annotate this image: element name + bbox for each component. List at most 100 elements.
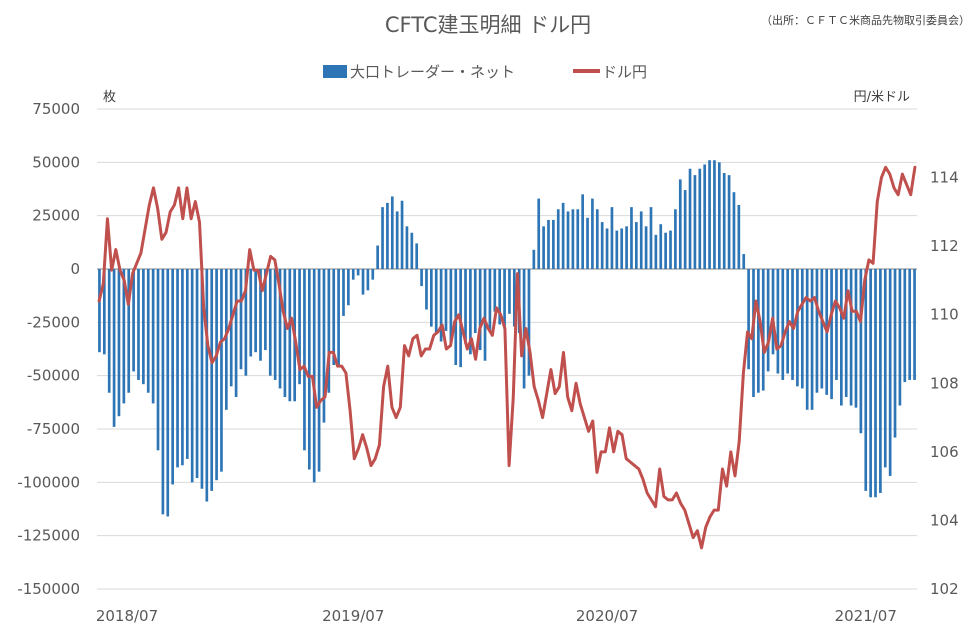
legend-bar-swatch: [323, 65, 347, 78]
bar: [908, 269, 912, 380]
bar: [273, 269, 277, 380]
bar: [259, 269, 262, 361]
x-tick-label: 2020/07: [576, 607, 638, 625]
bar: [307, 269, 311, 470]
x-tick-label: 2018/07: [96, 607, 158, 625]
bar: [488, 269, 492, 331]
bar: [888, 269, 892, 476]
bar: [464, 269, 467, 344]
left-tick-label: -125000: [17, 527, 80, 545]
chart-title: CFTC建玉明細 ドル円: [385, 13, 591, 37]
legend-line-label: ドル円: [602, 63, 647, 81]
bar: [605, 228, 609, 269]
bar: [566, 211, 570, 269]
bar: [630, 207, 633, 269]
left-tick-label: -25000: [27, 313, 80, 331]
bar: [181, 269, 184, 466]
bar: [215, 269, 218, 481]
bar: [800, 269, 804, 389]
bar: [898, 269, 902, 406]
bar: [229, 269, 233, 387]
bar: [254, 269, 257, 353]
bar: [478, 269, 482, 351]
left-axis-unit: 枚: [103, 90, 116, 105]
bar: [610, 207, 614, 269]
bar: [840, 269, 843, 406]
bar: [576, 209, 580, 269]
bar: [249, 269, 253, 357]
left-tick-label: 0: [70, 260, 80, 278]
bar: [586, 217, 589, 269]
bar: [425, 269, 428, 310]
bar: [761, 269, 765, 391]
bar: [527, 269, 531, 376]
bar: [722, 173, 726, 269]
bar: [547, 219, 550, 269]
bar: [786, 269, 789, 374]
bar: [283, 269, 287, 397]
bar: [556, 209, 560, 269]
right-axis-ticks: 114 112 110 108 106 104 102: [930, 169, 959, 598]
bar: [532, 249, 536, 269]
bar: [366, 269, 370, 291]
bar: [395, 211, 399, 269]
bar: [195, 269, 199, 479]
bar: [522, 269, 526, 389]
left-tick-label: -75000: [27, 420, 80, 438]
bar: [190, 269, 194, 483]
bar: [381, 207, 384, 269]
bar: [600, 222, 604, 269]
left-tick-label: -150000: [17, 580, 80, 598]
bar: [776, 269, 780, 374]
bar: [879, 269, 882, 493]
left-tick-label: -100000: [17, 473, 80, 491]
bar: [312, 269, 316, 483]
bar: [469, 269, 472, 355]
bar: [210, 269, 214, 491]
bar: [400, 200, 404, 269]
bar: [220, 269, 223, 472]
bar: [122, 269, 126, 404]
bar: [625, 226, 628, 269]
bar: [410, 232, 414, 269]
bar: [688, 168, 692, 269]
bar: [405, 226, 409, 269]
bar: [537, 198, 541, 269]
bar: [591, 198, 594, 269]
bar: [498, 269, 502, 325]
bar: [449, 269, 453, 344]
bar: [356, 269, 360, 276]
bar: [708, 160, 711, 269]
bar: [771, 269, 775, 355]
bar: [132, 269, 135, 372]
bar: [820, 269, 824, 389]
bar: [781, 269, 785, 380]
bar: [835, 269, 838, 380]
bar: [815, 269, 819, 393]
bar: [142, 269, 145, 385]
chart-source: （出所：ＣＦＴＣ米商品先物取引委員会）: [761, 13, 970, 27]
bar: [766, 269, 770, 372]
bar: [635, 222, 638, 269]
bar: [874, 269, 877, 498]
left-tick-label: 50000: [32, 153, 80, 171]
line-series: [97, 165, 917, 550]
bar: [376, 245, 379, 269]
legend-bar-label: 大口トレーダー・ネット: [350, 63, 515, 81]
bar: [332, 269, 336, 365]
bar: [239, 269, 243, 370]
bar: [669, 230, 672, 269]
bar: [337, 269, 340, 365]
bar: [693, 175, 697, 269]
bar: [342, 269, 345, 316]
bar: [415, 243, 419, 269]
right-tick-label: 108: [930, 374, 959, 392]
bar: [434, 269, 438, 333]
bar: [698, 168, 702, 269]
x-tick-label: 2021/07: [835, 607, 897, 625]
bar: [420, 269, 423, 287]
bar: [732, 192, 736, 269]
bar: [200, 269, 204, 489]
bar: [727, 175, 731, 269]
